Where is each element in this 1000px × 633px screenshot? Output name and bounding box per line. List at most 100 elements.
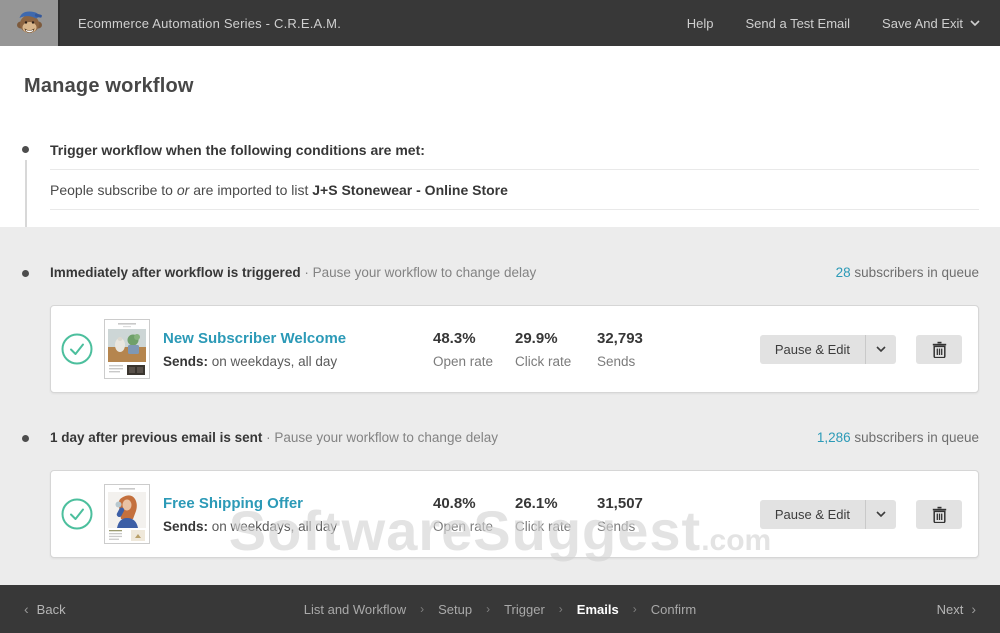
email-thumbnail-plants [105,320,149,378]
divider [50,209,979,210]
trash-icon [932,506,946,523]
stat-open-rate: 40.8% Open rate [433,495,515,534]
breadcrumb: List and Workflow › Setup › Trigger › Em… [0,602,1000,617]
stat-value: 26.1% [515,494,558,512]
chevron-right-icon: › [971,601,976,617]
check-circle-icon [61,498,93,530]
top-bar: Ecommerce Automation Series - C.R.E.A.M.… [0,0,1000,46]
timeline-dot-trigger [22,146,29,153]
pause-edit-dropdown-toggle[interactable] [866,499,896,529]
delete-email-button[interactable] [916,499,962,529]
check-circle-icon [61,333,93,365]
sent-status [61,498,93,530]
chevron-left-icon: ‹ [24,601,29,617]
breadcrumb-list-and-workflow[interactable]: List and Workflow [303,601,407,617]
email-thumbnail-woman [105,485,149,543]
breadcrumb-setup[interactable]: Setup [438,601,473,617]
next-button[interactable]: Next › [937,601,976,617]
email-title-link[interactable]: New Subscriber Welcome [163,329,347,347]
sends-value: on weekdays, all day [208,518,338,534]
back-button[interactable]: ‹ Back [24,601,66,617]
stat-label: Open rate [433,518,494,534]
email-info: New Subscriber Welcome Sends: on weekday… [163,330,433,369]
mailchimp-logo[interactable] [0,0,60,46]
step2-delay-title: 1 day after previous email is sent [50,430,263,445]
email-thumbnail[interactable] [104,484,150,544]
stat-value: 40.8% [433,494,476,512]
breadcrumb-confirm[interactable]: Confirm [650,601,697,617]
step1-delay-hint: · Pause your workflow to change delay [304,265,537,280]
next-label: Next [936,601,964,617]
stat-label: Sends [597,518,636,534]
trash-icon [932,341,946,358]
send-test-email-link[interactable]: Send a Test Email [745,15,851,31]
step2-delay-hint: · Pause your workflow to change delay [266,430,498,445]
step1-delay-title: Immediately after workflow is triggered [50,265,301,280]
sends-label: Sends: [163,353,209,369]
email-card-new-subscriber-welcome: New Subscriber Welcome Sends: on weekday… [50,305,979,393]
save-and-exit-label: Save And Exit [882,15,963,31]
mailchimp-freddie-icon [17,11,42,33]
pause-edit-split-button: Pause & Edit [759,499,896,529]
card-actions: Pause & Edit [759,499,962,529]
breadcrumb-separator-icon: › [558,602,563,616]
stat-sends: 31,507 Sends [597,495,679,534]
chevron-down-icon [876,511,886,517]
sent-status [61,333,93,365]
stat-label: Open rate [433,353,494,369]
stat-click-rate: 26.1% Click rate [515,495,597,534]
breadcrumb-emails-active[interactable]: Emails [576,601,619,617]
timeline-dot-step1 [22,270,29,277]
stat-sends: 32,793 Sends [597,330,679,369]
step2-delay: 1 day after previous email is sent · Pau… [50,430,498,445]
email-title-link[interactable]: Free Shipping Offer [163,494,304,512]
sends-value: on weekdays, all day [208,353,338,369]
stat-open-rate: 48.3% Open rate [433,330,515,369]
stat-label: Click rate [515,518,572,534]
pause-edit-button[interactable]: Pause & Edit [759,499,866,529]
breadcrumb-separator-icon: › [420,602,425,616]
delete-email-button[interactable] [916,334,962,364]
breadcrumb-separator-icon: › [486,602,491,616]
condition-or: or [176,182,190,198]
pause-edit-split-button: Pause & Edit [759,334,896,364]
step1-delay: Immediately after workflow is triggered … [50,265,536,280]
step2-queue-label: subscribers in queue [854,430,979,445]
page-title: Manage workflow [24,75,194,97]
pause-edit-button[interactable]: Pause & Edit [759,334,866,364]
breadcrumb-trigger[interactable]: Trigger [504,601,545,617]
stat-value: 31,507 [597,494,643,512]
stat-value: 48.3% [433,329,476,347]
footer-bar: ‹ Back List and Workflow › Setup › Trigg… [0,585,1000,633]
help-link[interactable]: Help [686,15,714,31]
back-label: Back [36,601,66,617]
email-card-free-shipping-offer: Free Shipping Offer Sends: on weekdays, … [50,470,979,558]
top-nav: Help Send a Test Email Save And Exit [687,16,1000,31]
condition-list-name: J+S Stonewear - Online Store [312,182,508,198]
step2-header: 1 day after previous email is sent · Pau… [50,430,979,445]
divider [50,169,979,170]
workflow-title: Ecommerce Automation Series - C.R.E.A.M. [78,15,342,31]
chevron-down-icon [876,346,886,352]
email-thumbnail[interactable] [104,319,150,379]
step2-queue-count-link[interactable]: 1,286 [816,430,851,445]
stat-value: 32,793 [597,329,643,347]
stat-click-rate: 29.9% Click rate [515,330,597,369]
step1-queue: 28 subscribers in queue [836,265,979,280]
stat-label: Click rate [515,353,572,369]
breadcrumb-separator-icon: › [632,602,637,616]
save-and-exit-button[interactable]: Save And Exit [882,16,980,31]
stat-label: Sends [597,353,636,369]
card-actions: Pause & Edit [759,334,962,364]
step2-queue: 1,286 subscribers in queue [817,430,979,445]
stat-value: 29.9% [515,329,558,347]
chevron-down-icon [970,20,980,26]
trigger-heading: Trigger workflow when the following cond… [50,142,425,158]
step1-queue-count-link[interactable]: 28 [835,265,851,280]
step1-queue-label: subscribers in queue [854,265,979,280]
email-sends: Sends: on weekdays, all day [163,354,433,369]
sends-label: Sends: [163,518,209,534]
pause-edit-dropdown-toggle[interactable] [866,334,896,364]
condition-prefix: People subscribe to [50,182,177,198]
